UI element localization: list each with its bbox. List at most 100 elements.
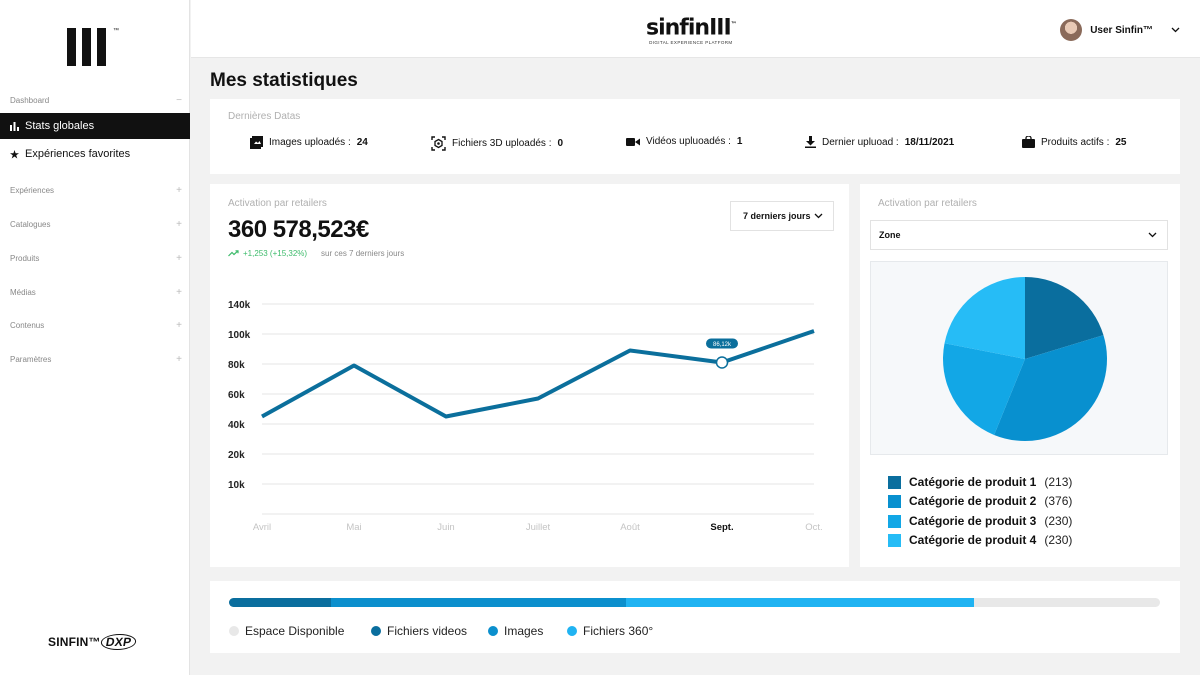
y-tick-label: 80k (228, 360, 245, 371)
period-select[interactable]: 7 derniers jours (730, 201, 834, 231)
nav-section-medias[interactable]: Médias + (0, 282, 190, 304)
x-tick-label: Juin (437, 522, 454, 533)
cube-3d-icon (431, 136, 446, 151)
delta-row: +1,253 (+15,32%) sur ces 7 derniers jour… (228, 249, 404, 258)
x-tick-label: Juillet (526, 522, 551, 533)
legend-label: Catégorie de produit 1 (909, 475, 1037, 489)
nav-section-experiences[interactable]: Expériences + (0, 180, 190, 202)
nav-section-contenus[interactable]: Contenus + (0, 315, 190, 337)
stat-label: Dernier upluoad : (822, 136, 899, 148)
pie-chart (943, 277, 1107, 441)
top-bar: sinfinIII™ DIGITAL EXPERIENCE PLATFORM U… (191, 0, 1200, 58)
legend-count: (213) (1044, 475, 1073, 489)
category-pie-card: Activation par retailers Zone Catégorie … (860, 184, 1180, 567)
nav-section-parametres[interactable]: Paramètres + (0, 349, 190, 371)
tooltip-value: 86,12k (713, 342, 732, 348)
collapse-icon[interactable]: − (176, 95, 182, 106)
sidebar-item-stats-globales[interactable]: Stats globales (0, 113, 190, 139)
pie-slice[interactable] (994, 335, 1107, 441)
legend-label: Espace Disponible (245, 624, 345, 638)
pie-slice[interactable] (1025, 277, 1104, 359)
x-tick-label: Sept. (710, 522, 733, 533)
chevron-down-icon[interactable] (1171, 27, 1180, 33)
avatar[interactable] (1060, 19, 1083, 41)
legend-swatch (888, 475, 901, 489)
nav-section-catalogues[interactable]: Catalogues + (0, 214, 190, 236)
chevron-down-icon (814, 213, 823, 219)
y-tick-label: 60k (228, 390, 245, 401)
nav-section-label: Expériences (10, 186, 55, 195)
zone-select[interactable]: Zone (870, 220, 1168, 250)
storage-bar (229, 598, 1160, 607)
legend-swatch (888, 533, 901, 547)
stat-value: 1 (736, 136, 743, 147)
pie-slice[interactable] (943, 343, 1025, 435)
pie-legend-item: Catégorie de produit 4 (230) (888, 533, 1072, 547)
x-tick-label: Mai (346, 522, 361, 533)
nav-section-label: Dashboard (10, 96, 50, 105)
latest-data-card: Dernières Datas Images uploadés : 24 Fic… (210, 99, 1180, 174)
user-name: User Sinfin™ (1090, 24, 1153, 36)
footer-brand-name: SINFIN™ (48, 635, 101, 649)
expand-icon[interactable]: + (176, 320, 182, 331)
highlight-point[interactable] (715, 356, 729, 369)
expand-icon[interactable]: + (176, 354, 182, 365)
legend-label: Catégorie de produit 2 (909, 494, 1037, 508)
sinfin-logo[interactable]: ™ (67, 28, 119, 66)
chevron-down-icon (1148, 232, 1157, 238)
stat-label: Produits actifs : (1041, 136, 1110, 148)
stat-value: 25 (1115, 136, 1127, 148)
pie-legend-item: Catégorie de produit 2 (376) (888, 494, 1072, 508)
brand-name: sinfinIII (646, 15, 732, 41)
line-chart: 140k 100k 80k 60k 40k 20k 10k Avril Mai Juin Juill… (228, 300, 823, 533)
expand-icon[interactable]: + (176, 287, 182, 298)
legend-label: Catégorie de produit 4 (909, 533, 1037, 547)
legend-dot (229, 626, 239, 636)
pie-legend-item: Catégorie de produit 1 (213) (888, 475, 1072, 489)
y-tick-label: 10k (228, 480, 245, 491)
footer-brand: SINFIN™ DXP (48, 634, 138, 650)
stat-label: Fichiers 3D uploadés : (452, 138, 552, 149)
user-menu[interactable]: User Sinfin™ (1060, 19, 1180, 41)
zone-select-value: Zone (879, 230, 901, 240)
sidebar-item-experiences-favorites[interactable]: Expériences favorites (0, 141, 190, 167)
tooltip-bubble (706, 338, 738, 349)
x-tick-label: Août (620, 522, 640, 533)
brand-logo[interactable]: sinfinIII™ DIGITAL EXPERIENCE PLATFORM (646, 14, 737, 46)
legend-swatch (888, 494, 901, 508)
y-tick-label: 100k (228, 330, 251, 341)
legend-count: (230) (1044, 533, 1073, 547)
pie-slice[interactable] (944, 277, 1025, 359)
nav-section-produits[interactable]: Produits + (0, 248, 190, 270)
expand-icon[interactable]: + (176, 219, 182, 230)
expand-icon[interactable]: + (176, 185, 182, 196)
stat-value: 0 (557, 138, 564, 149)
image-icon (250, 136, 263, 149)
storage-legend-item: Fichiers videos (371, 624, 467, 638)
card-label: Dernières Datas (228, 111, 301, 122)
x-tick-label: Oct. (805, 522, 822, 533)
storage-segment (229, 598, 332, 607)
stat-label: Images uploadés : (269, 137, 351, 148)
x-tick-label: Avril (253, 522, 271, 533)
nav-section-label: Médias (10, 288, 36, 297)
nav-section-label: Contenus (10, 321, 45, 330)
y-tick-label: 20k (228, 450, 245, 461)
stat-value: 18/11/2021 (904, 136, 955, 148)
stat-images: Images uploadés : 24 (250, 136, 368, 149)
storage-usage-card: Espace Disponible Fichiers videos Images… (210, 581, 1180, 653)
legend-count: (376) (1044, 494, 1073, 508)
stat-3d-files: Fichiers 3D uploadés : 0 (431, 136, 563, 151)
sidebar: ™ Dashboard − Stats globales Expériences… (0, 0, 190, 675)
sidebar-item-label: Expériences favorites (25, 148, 131, 160)
storage-segment (625, 598, 974, 607)
card-label: Activation par retailers (228, 198, 327, 209)
nav-section-dashboard[interactable]: Dashboard − (0, 90, 190, 112)
expand-icon[interactable]: + (176, 253, 182, 264)
stat-label: Vidéos upluoadés : (646, 136, 731, 147)
delta-value: +1,253 (+15,32%) (243, 249, 308, 258)
stat-last-upload: Dernier upluoad : 18/11/2021 (805, 136, 954, 148)
page-title: Mes statistiques (210, 70, 358, 91)
star-icon (10, 149, 19, 159)
delta-caption: sur ces 7 derniers jours (321, 249, 405, 258)
